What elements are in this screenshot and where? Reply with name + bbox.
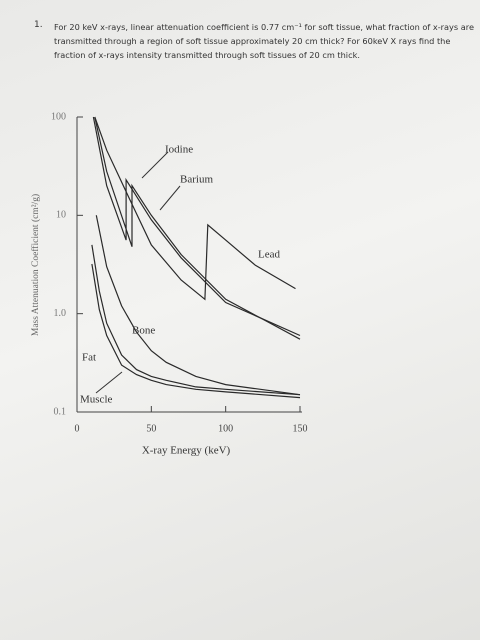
series-label: Iodine	[165, 144, 193, 156]
y-tick-label: 100	[51, 111, 66, 122]
series-label: Fat	[82, 352, 96, 364]
y-tick-label: 10	[56, 210, 66, 221]
series-line	[95, 215, 301, 396]
label-pointer	[141, 151, 169, 179]
x-tick-label: 50	[146, 423, 156, 434]
label-pointer	[159, 185, 181, 211]
series-label: Lead	[258, 249, 280, 261]
series-line	[91, 244, 301, 396]
series-line	[92, 116, 301, 337]
series-line	[91, 263, 301, 399]
y-tick-label: 0.1	[54, 406, 67, 417]
label-pointer	[95, 371, 123, 394]
series-line	[94, 116, 301, 340]
series-label: Barium	[180, 174, 213, 186]
x-tick-label: 150	[293, 423, 308, 434]
series-label: Bone	[132, 325, 155, 337]
question-text: For 20 keV x-rays, linear attenuation co…	[54, 22, 474, 60]
y-tick-label: 1.0	[54, 308, 67, 319]
x-tick-label: 0	[75, 423, 80, 434]
question: 1. For 20 keV x-rays, linear attenuation…	[34, 20, 474, 62]
x-axis-label: X-ray Energy (keV)	[142, 445, 231, 457]
y-axis-label: Mass Attenuation Coefficient (cm²/g)	[30, 194, 41, 336]
x-tick-label: 100	[218, 423, 233, 434]
question-number: 1.	[34, 20, 43, 30]
series-label: Muscle	[80, 394, 113, 406]
series-line	[94, 116, 296, 301]
